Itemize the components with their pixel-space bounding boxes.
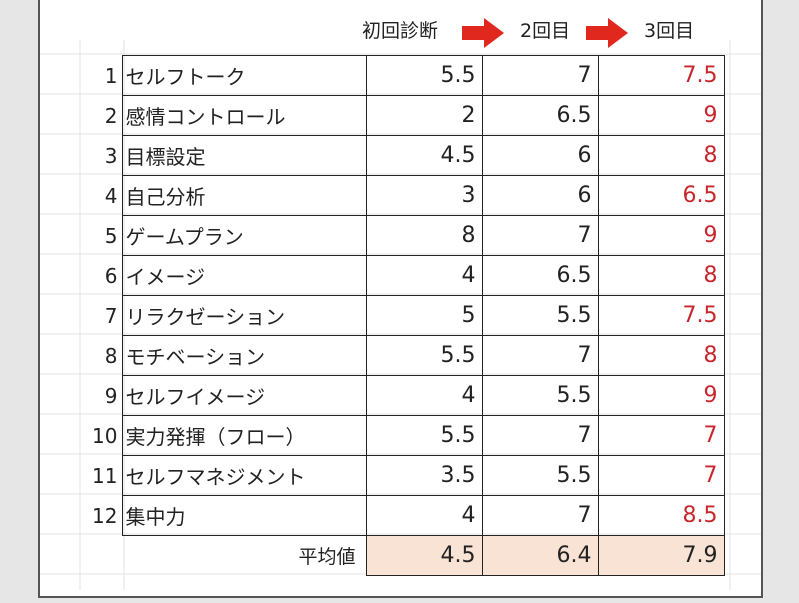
initial-score: 4 — [365, 495, 483, 536]
third-score: 9 — [597, 215, 725, 256]
item-name: 実力発揮（フロー） — [121, 415, 367, 456]
table-row: 9 セルフイメージ 4 5.5 9 — [80, 375, 725, 416]
row-number: 3 — [104, 143, 118, 168]
initial-score: 3.5 — [365, 455, 483, 496]
average-label: 平均値 — [298, 546, 356, 569]
second-score: 7 — [481, 495, 599, 536]
third-score: 8 — [597, 255, 725, 296]
header-third: 3回目 — [644, 20, 695, 42]
initial-score: 8 — [365, 215, 483, 256]
header-initial: 初回診断 — [362, 20, 439, 42]
third-score: 8 — [597, 135, 725, 176]
header-second: 2回目 — [520, 20, 571, 42]
right-arrow-icon — [586, 18, 628, 48]
average-second: 6.4 — [481, 535, 599, 576]
second-score: 5.5 — [481, 295, 599, 336]
second-score: 6 — [481, 135, 599, 176]
second-score: 7 — [481, 55, 599, 96]
item-name: セルフイメージ — [121, 375, 367, 416]
table-row: 7 リラクゼーション 5 5.5 7.5 — [80, 295, 725, 336]
row-number: 2 — [104, 103, 118, 128]
average-spacer — [80, 536, 122, 576]
item-name: ゲームプラン — [121, 215, 367, 256]
table-row: 4 自己分析 3 6 6.5 — [80, 175, 725, 216]
third-score: 9 — [597, 95, 725, 136]
table-row: 3 目標設定 4.5 6 8 — [80, 135, 725, 176]
third-score: 8 — [597, 335, 725, 376]
table-row: 6 イメージ 4 6.5 8 — [80, 255, 725, 296]
initial-score: 5 — [365, 295, 483, 336]
average-row: 平均値 4.5 6.4 7.9 — [80, 535, 725, 576]
second-score: 7 — [481, 415, 599, 456]
right-arrow-icon — [462, 18, 504, 48]
third-score: 7.5 — [597, 295, 725, 336]
second-score: 6.5 — [481, 95, 599, 136]
item-name: セルフトーク — [121, 55, 367, 96]
row-number: 6 — [104, 263, 118, 288]
third-score: 8.5 — [597, 495, 725, 536]
row-number: 12 — [92, 503, 118, 528]
item-name: イメージ — [121, 255, 367, 296]
table-row: 11 セルフマネジメント 3.5 5.5 7 — [80, 455, 725, 496]
item-name: 自己分析 — [121, 175, 367, 216]
third-score: 7 — [597, 455, 725, 496]
row-number: 10 — [92, 423, 118, 448]
average-third: 7.9 — [597, 535, 725, 576]
row-number: 5 — [104, 223, 118, 248]
initial-score: 2 — [365, 95, 483, 136]
row-number: 9 — [104, 383, 118, 408]
row-number: 4 — [104, 183, 118, 208]
second-score: 6 — [481, 175, 599, 216]
third-score: 9 — [597, 375, 725, 416]
item-name: セルフマネジメント — [121, 455, 367, 496]
second-score: 7 — [481, 335, 599, 376]
second-score: 5.5 — [481, 455, 599, 496]
initial-score: 4.5 — [365, 135, 483, 176]
row-number: 11 — [92, 463, 118, 488]
table-row: 8 モチベーション 5.5 7 8 — [80, 335, 725, 376]
row-number: 8 — [104, 343, 118, 368]
third-score: 6.5 — [597, 175, 725, 216]
row-number: 1 — [104, 63, 118, 88]
table-row: 2 感情コントロール 2 6.5 9 — [80, 95, 725, 136]
initial-score: 5.5 — [365, 55, 483, 96]
item-name: 感情コントロール — [121, 95, 367, 136]
table-row: 12 集中力 4 7 8.5 — [80, 495, 725, 536]
item-name: リラクゼーション — [121, 295, 367, 336]
second-score: 5.5 — [481, 375, 599, 416]
third-score: 7 — [597, 415, 725, 456]
score-table: 1 セルフトーク 5.5 7 7.5 2 感情コントロール 2 6.5 9 3 … — [80, 55, 725, 576]
row-number: 7 — [104, 303, 118, 328]
second-score: 6.5 — [481, 255, 599, 296]
table-row: 10 実力発揮（フロー） 5.5 7 7 — [80, 415, 725, 456]
initial-score: 3 — [365, 175, 483, 216]
item-name: 集中力 — [121, 495, 367, 536]
table-row: 1 セルフトーク 5.5 7 7.5 — [80, 55, 725, 96]
table-row: 5 ゲームプラン 8 7 9 — [80, 215, 725, 256]
initial-score: 5.5 — [365, 335, 483, 376]
initial-score: 4 — [365, 255, 483, 296]
initial-score: 5.5 — [365, 415, 483, 456]
average-initial: 4.5 — [365, 535, 483, 576]
second-score: 7 — [481, 215, 599, 256]
item-name: モチベーション — [121, 335, 367, 376]
item-name: 目標設定 — [121, 135, 367, 176]
third-score: 7.5 — [597, 55, 725, 96]
initial-score: 4 — [365, 375, 483, 416]
